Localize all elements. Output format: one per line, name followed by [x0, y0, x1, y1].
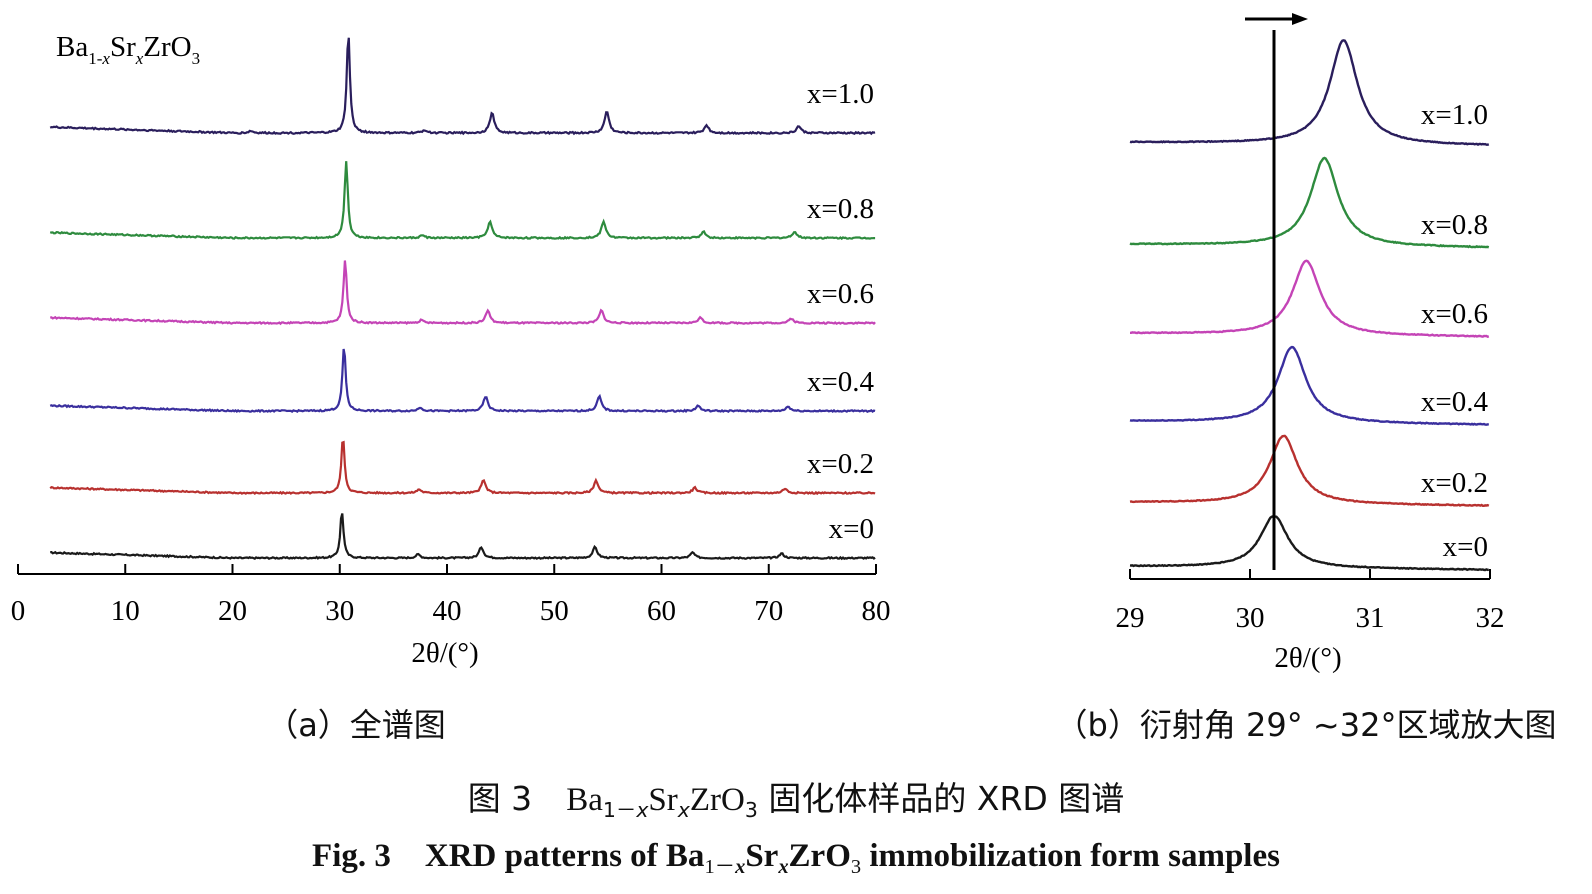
compound-label: Ba1-xSrxZrO3 — [56, 31, 200, 68]
series-label: x=0.6 — [807, 278, 874, 310]
series-label: x=0.2 — [1421, 467, 1488, 499]
x-tick-label: 10 — [111, 595, 140, 627]
panel-a-caption: （a）全谱图 — [266, 706, 446, 744]
caption-en-sub2-var: x — [778, 856, 789, 879]
series-label: x=0 — [1443, 531, 1488, 563]
caption-en-prefix: Fig. 3 — [312, 838, 391, 874]
panel-b-chart: 29 30 31 32 2θ/(°) x=0 x=0.2 x=0.4 x=0.6 x=0.8 x=1… — [1116, 13, 1505, 674]
compound-ba: Ba — [56, 31, 88, 63]
series-label: x=0.8 — [1421, 209, 1488, 241]
compound-sr: Sr — [110, 31, 136, 63]
compound-sub1-var: x — [101, 49, 110, 68]
compound-sub1: 1- — [88, 49, 103, 68]
series-label: x=1.0 — [1421, 99, 1488, 131]
caption-cn-prefix: 图 3 — [467, 779, 533, 818]
x-tick-label: 29 — [1116, 602, 1145, 634]
caption-cn-suffix: 固化体样品的 XRD 图谱 — [768, 779, 1125, 818]
x-tick-label: 30 — [1236, 602, 1265, 634]
compound-zro: ZrO — [143, 31, 191, 63]
series-label: x=0.8 — [807, 193, 874, 225]
series-line — [1130, 259, 1490, 339]
series-line — [1129, 156, 1490, 249]
series-label: x=0.4 — [1421, 386, 1489, 418]
caption-cn-sr: Sr — [648, 782, 678, 818]
series-line — [1129, 39, 1490, 146]
x-tick-label: 0 — [11, 595, 26, 627]
caption-en-sub1: 1－ — [704, 856, 736, 879]
caption-cn-sub1-var: x — [636, 798, 649, 823]
compound-sub2: x — [135, 49, 144, 68]
x-tick-label: 30 — [325, 595, 354, 627]
x-tick-label: 31 — [1356, 602, 1385, 634]
series-line — [49, 37, 876, 136]
caption-en-zro: ZrO — [788, 838, 851, 874]
caption-cn-sub1: 1－ — [602, 798, 637, 823]
series-label: x=0.4 — [807, 366, 875, 398]
series-line — [49, 440, 876, 496]
compound-sub3: 3 — [192, 49, 201, 68]
caption-en-sub3: 3 — [850, 856, 862, 879]
series-line — [50, 513, 876, 561]
caption-cn-ba: Ba — [566, 782, 603, 818]
panel-a-chart: 0 10 20 30 40 50 60 70 80 2θ/(°) x=0 x=0.2 x=0.4 x=0.… — [11, 37, 891, 669]
x-tick-label: 70 — [754, 595, 783, 627]
x-tick-label: 20 — [218, 595, 247, 627]
panel-b-caption: （b）衍射角 29° ~32°区域放大图 — [1055, 706, 1557, 744]
caption-cn-sub2-var: x — [677, 798, 690, 823]
shift-arrow-head — [1292, 13, 1308, 25]
caption-en-sr: Sr — [745, 838, 779, 874]
caption-en-text1: XRD patterns of Ba — [424, 838, 705, 874]
x-tick-label: 32 — [1476, 602, 1505, 634]
caption-cn-zro: ZrO — [689, 782, 745, 818]
series-line — [1129, 514, 1489, 572]
x-tick-label: 60 — [647, 595, 676, 627]
figure-caption-cn: 图 3 Ba1－xSrxZrO3 固化体样品的 XRD 图谱 — [0, 772, 1592, 823]
x-axis-label: 2θ/(°) — [411, 637, 478, 669]
caption-en-suffix: immobilization form samples — [869, 838, 1280, 874]
series-label: x=0.2 — [807, 448, 874, 480]
series-label: x=1.0 — [807, 78, 874, 110]
caption-cn-sub3: 3 — [744, 798, 758, 823]
x-tick-label: 80 — [862, 595, 891, 627]
series-line — [49, 161, 876, 241]
series-line — [49, 348, 876, 414]
series-line — [1129, 434, 1490, 507]
figure-caption-en: Fig. 3 XRD patterns of Ba1－xSrxZrO3 immob… — [0, 838, 1592, 879]
series-line — [50, 260, 876, 326]
caption-en-sub1-var: x — [735, 856, 746, 879]
series-line — [1129, 345, 1489, 426]
x-axis-label: 2θ/(°) — [1274, 642, 1341, 674]
x-tick-label: 40 — [433, 595, 462, 627]
series-label: x=0 — [829, 513, 874, 545]
series-label: x=0.6 — [1421, 298, 1488, 330]
x-tick-label: 50 — [540, 595, 569, 627]
